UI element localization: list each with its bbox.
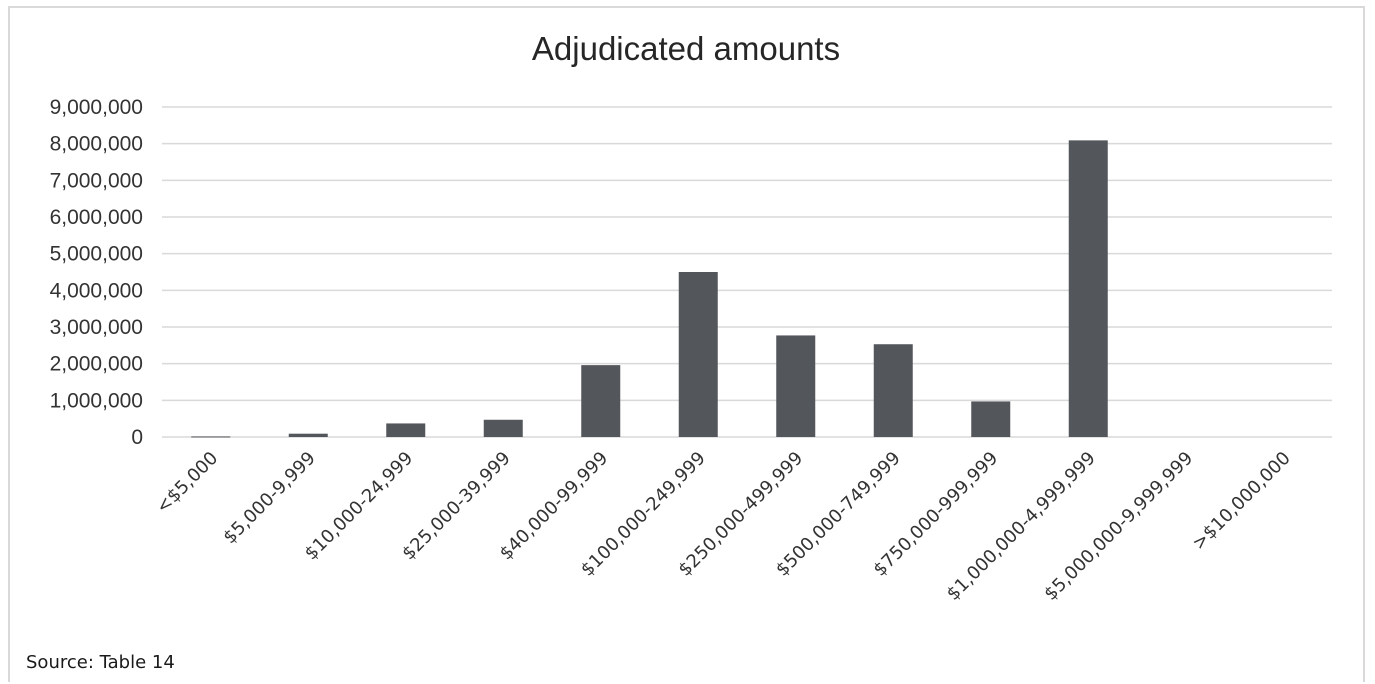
bar (483, 419, 523, 437)
y-axis-ticks: 0 1,000,000 2,000,000 3,000,000 4,000,000 5,0… (50, 96, 143, 449)
y-tick-label: 1,000,000 (50, 389, 143, 412)
bar (1068, 140, 1108, 437)
bar (971, 401, 1011, 437)
source-note: Source: Table 14 (26, 652, 175, 673)
y-tick-label: 0 (131, 426, 143, 449)
x-tick-label: <$5,000 (152, 448, 222, 518)
bar (873, 344, 913, 437)
x-tick-label: $5,000-9,999 (219, 448, 319, 548)
bars (191, 140, 1108, 438)
bar (776, 335, 816, 437)
y-tick-label: 5,000,000 (50, 243, 143, 266)
x-tick-label: >$10,000,000 (1188, 448, 1294, 554)
y-tick-label: 6,000,000 (50, 206, 143, 229)
bar (288, 433, 328, 437)
bar (581, 365, 621, 437)
chart-frame (8, 6, 1365, 682)
y-tick-label: 2,000,000 (50, 353, 143, 376)
gridlines (162, 106, 1332, 438)
y-tick-label: 8,000,000 (50, 133, 143, 156)
y-tick-label: 3,000,000 (50, 316, 143, 339)
y-tick-label: 9,000,000 (50, 96, 143, 119)
bar (386, 423, 426, 437)
bar (678, 272, 718, 437)
x-axis-ticks: <$5,000$5,000-9,999$10,000-24,999$25,000… (152, 448, 1295, 605)
y-tick-label: 7,000,000 (50, 169, 143, 192)
bar (191, 436, 231, 438)
chart-title: Adjudicated amounts (532, 30, 840, 67)
y-tick-label: 4,000,000 (50, 279, 143, 302)
